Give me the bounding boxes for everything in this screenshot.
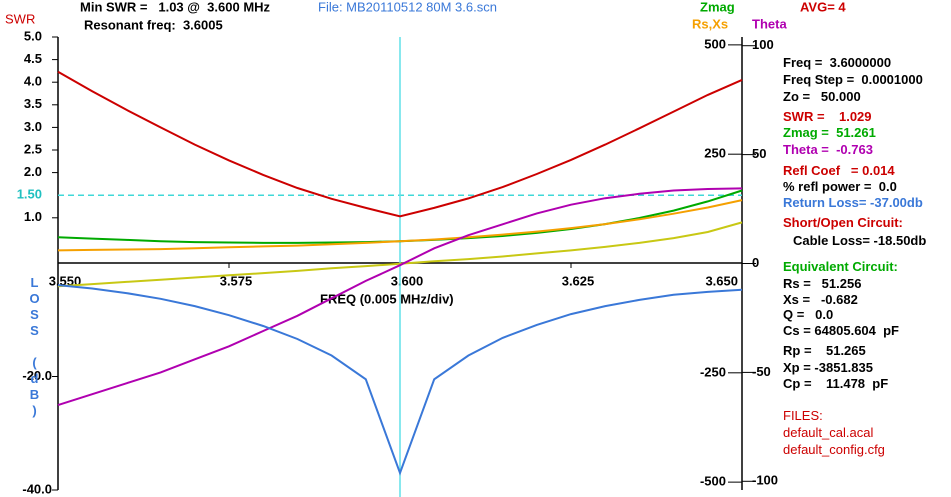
y-tick-label: 2.0 — [24, 164, 42, 179]
y3-tick-label: -100 — [752, 473, 778, 488]
y2-tick-label: 250 — [704, 146, 726, 161]
panel-line: Equivalent Circuit: — [783, 259, 898, 274]
y2-tick-label: -500 — [700, 474, 726, 489]
panel-line: Zmag = 51.261 — [783, 125, 876, 140]
min-swr: Min SWR = 1.03 @ 3.600 MHz — [80, 0, 271, 14]
series-line — [57, 199, 743, 252]
panel-line: Cable Loss= -18.50db — [793, 233, 927, 248]
y2-tick-label: 500 — [704, 36, 726, 51]
y3-tick-label: 50 — [752, 146, 766, 161]
x-tick-label: 3.650 — [705, 273, 738, 288]
legend-entry: Theta — [752, 16, 787, 31]
panel-line: Freq Step = 0.0001000 — [783, 72, 923, 87]
panel-line: default_cal.acal — [783, 425, 874, 440]
panel-line: % refl power = 0.0 — [783, 179, 897, 194]
loss-tick-label: -40.0 — [22, 481, 52, 496]
panel-line: Xp = -3851.835 — [783, 360, 873, 375]
loss-tick-label: -20.0 — [22, 368, 52, 383]
panel-line: Short/Open Circuit: — [783, 215, 903, 230]
legend-entry: Zmag — [700, 0, 735, 14]
panel-line: Q = 0.0 — [783, 307, 834, 322]
x-axis-label: FREQ (0.005 MHz/div) — [320, 291, 454, 306]
y-tick-label: 1.0 — [24, 209, 42, 224]
panel-line: Cs = 64805.604 pF — [783, 323, 899, 338]
x-tick-label: 3.600 — [391, 273, 424, 288]
panel-line: Theta = -0.763 — [783, 142, 873, 157]
x-tick-label: 3.575 — [220, 273, 253, 288]
y3-tick-label: 100 — [752, 37, 774, 52]
series-line — [57, 284, 743, 476]
y3-tick-label: 0 — [752, 255, 759, 270]
y-tick-label: 2.5 — [24, 141, 42, 156]
panel-line: Zo = 50.000 — [783, 89, 861, 104]
series-line — [57, 187, 743, 407]
series-line — [57, 70, 743, 218]
panel-line: Cp = 11.478 pF — [783, 376, 889, 391]
y-tick-label: 4.0 — [24, 74, 42, 89]
file-name: File: MB20110512 80M 3.6.scn — [318, 0, 497, 14]
panel-line: Rp = 51.265 — [783, 343, 866, 358]
panel-line: default_config.cfg — [783, 442, 885, 457]
y2-tick-label: -250 — [700, 364, 726, 379]
panel-line: Freq = 3.6000000 — [783, 55, 892, 70]
panel-line: FILES: — [783, 408, 823, 423]
swr-reference-label: 1.50 — [17, 187, 42, 202]
y3-tick-label: -50 — [752, 364, 771, 379]
panel-line: Rs = 51.256 — [783, 276, 862, 291]
y-tick-label: 3.5 — [24, 96, 42, 111]
panel-line: Xs = -0.682 — [783, 292, 858, 307]
xs-line — [57, 221, 743, 288]
panel-line: Return Loss= -37.00db — [783, 195, 923, 210]
legend-entry: Rs,Xs — [692, 16, 728, 31]
loss-legend: LOSS (dB) — [27, 275, 42, 419]
y-tick-label: 4.5 — [24, 51, 42, 66]
avg: AVG= 4 — [800, 0, 846, 14]
panel-line: SWR = 1.029 — [783, 109, 872, 124]
legend-entry: SWR — [5, 11, 35, 26]
y-tick-label: 5.0 — [24, 28, 42, 43]
x-tick-label: 3.625 — [562, 273, 595, 288]
resonant-freq: Resonant freq: 3.6005 — [84, 17, 223, 32]
panel-line: Refl Coef = 0.014 — [783, 163, 895, 178]
y-tick-label: 3.0 — [24, 119, 42, 134]
